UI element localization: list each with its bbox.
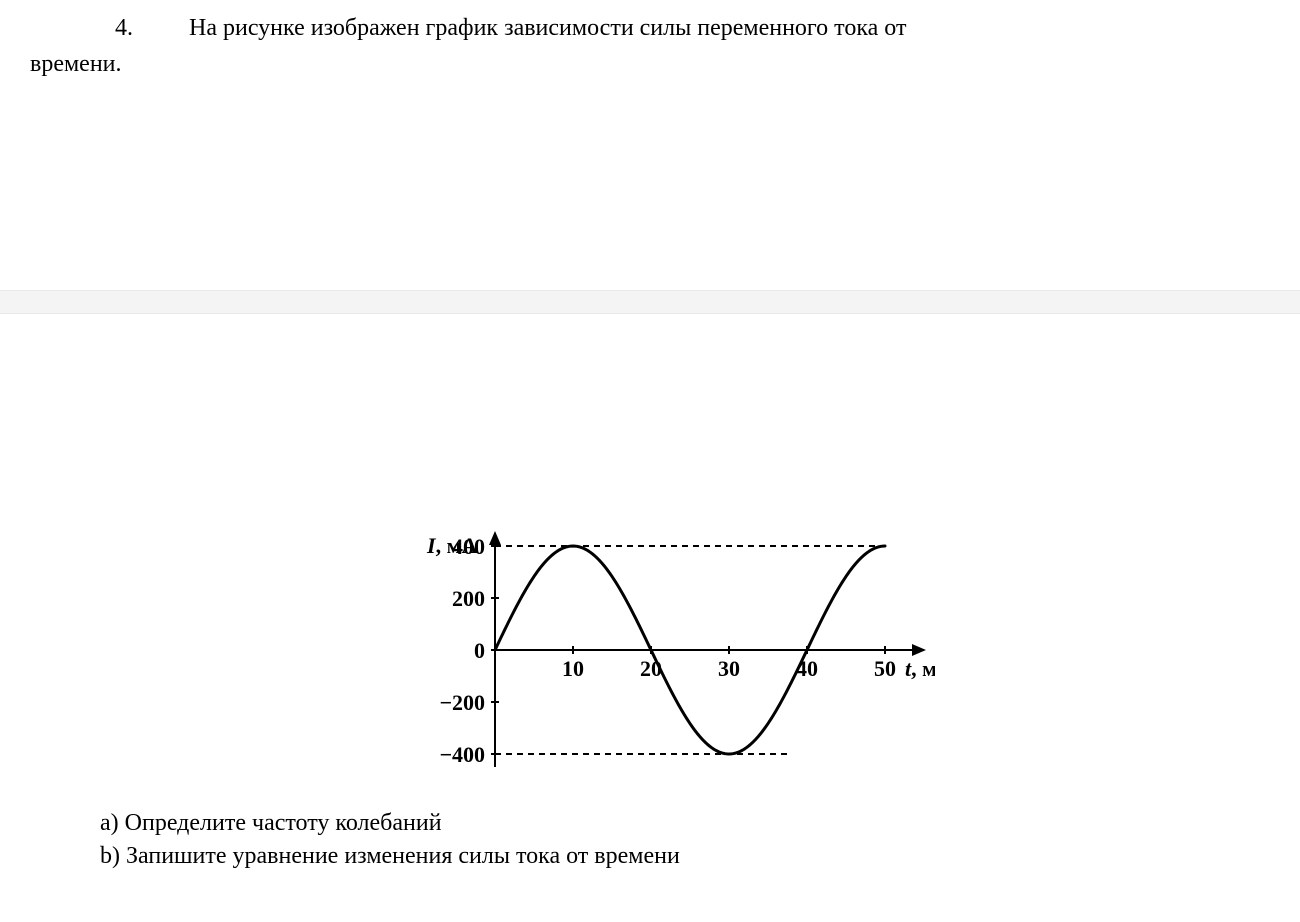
svg-text:t, мкс: t, мкс	[905, 656, 935, 681]
svg-text:10: 10	[562, 656, 584, 681]
question-text: 4. На рисунке изображен график зависимос…	[30, 10, 1270, 82]
subquestion-b-label: b)	[100, 843, 120, 869]
svg-text:−400: −400	[439, 742, 485, 767]
sub-questions: a) Определите частоту колебаний b) Запиш…	[100, 810, 680, 876]
current-vs-time-chart: −400−20020040001020304050I, мАt, мкс	[385, 455, 935, 795]
svg-text:50: 50	[874, 656, 896, 681]
chart-svg: −400−20020040001020304050I, мАt, мкс	[385, 455, 935, 795]
question-number: 4.	[115, 10, 133, 46]
svg-text:I, мА: I, мА	[426, 533, 478, 558]
subquestion-a-label: a)	[100, 810, 119, 836]
subquestion-b-text: Запишите уравнение изменения силы тока о…	[126, 843, 680, 869]
svg-text:0: 0	[474, 638, 485, 663]
question-line2: времени.	[30, 46, 1270, 82]
svg-text:−200: −200	[439, 690, 485, 715]
question-line1: На рисунке изображен график зависимости …	[189, 15, 906, 41]
svg-text:30: 30	[718, 656, 740, 681]
separator-band	[0, 290, 1300, 314]
svg-text:200: 200	[452, 586, 485, 611]
subquestion-a-text: Определите частоту колебаний	[125, 810, 442, 836]
